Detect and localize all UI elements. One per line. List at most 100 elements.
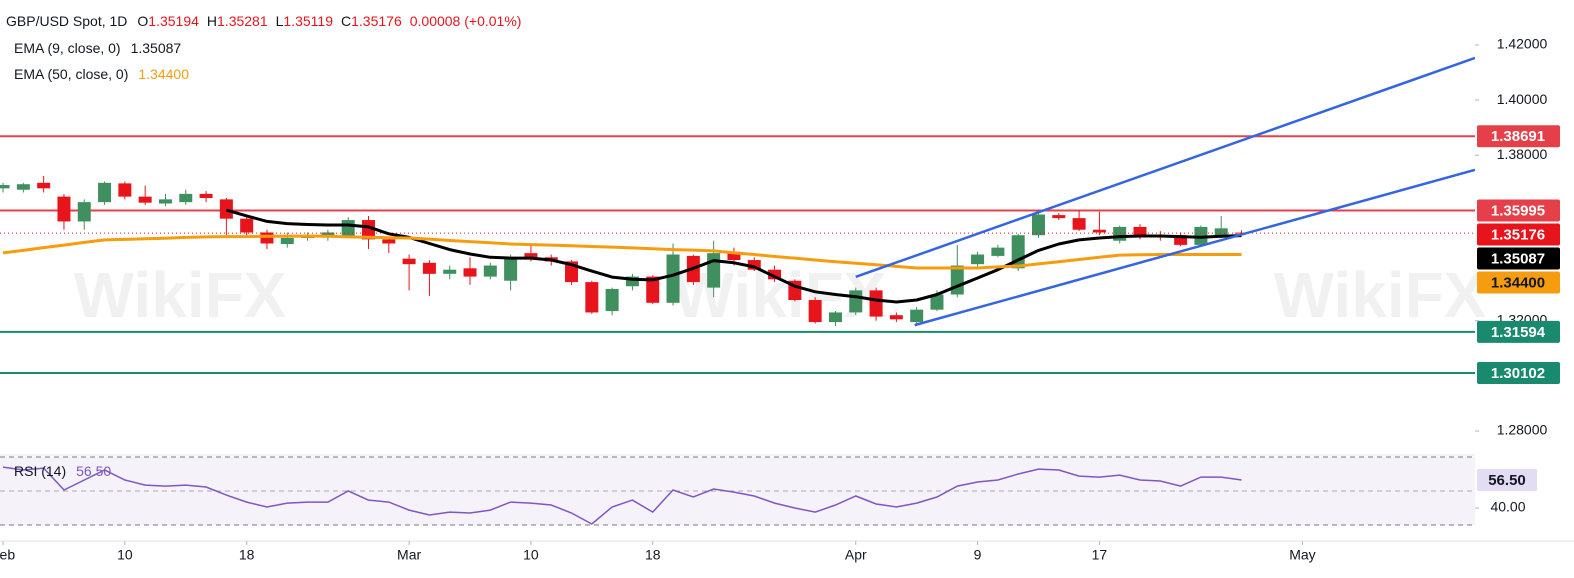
ohlc-key: O: [137, 13, 148, 29]
candle-body: [280, 237, 294, 245]
x-tick-label: Feb: [0, 547, 15, 563]
price-label-box: [1477, 362, 1560, 385]
candle-body: [1214, 228, 1228, 237]
rsi-value: 56.50: [76, 463, 111, 479]
candle-body: [646, 276, 660, 303]
candle-body: [98, 182, 112, 203]
ema-value: 1.34400: [138, 66, 189, 82]
y-tick-label: 1.38000: [1497, 146, 1548, 162]
rsi-label: 56.50: [1488, 472, 1526, 489]
candle-body: [1031, 214, 1045, 236]
legend: GBP/USD Spot, 1D O1.35194 H1.35281 L1.35119…: [6, 13, 521, 479]
candle-body: [1235, 232, 1249, 234]
candle-body: [240, 218, 254, 233]
y-tick-label: 1.40000: [1497, 91, 1548, 107]
x-tick-label: Mar: [397, 547, 421, 563]
candle-body: [828, 312, 842, 323]
ohlc-key: H: [207, 13, 217, 29]
rsi-name: RSI (14): [14, 463, 66, 479]
ema-legend: EMA (9, close, 0) 1.35087: [14, 40, 181, 56]
price-label-box: [1477, 271, 1560, 294]
price-label: 1.35176: [1491, 227, 1545, 244]
candle-body: [443, 269, 457, 274]
ohlc-value: 1.35119: [283, 13, 333, 29]
price-label-box: [1477, 199, 1560, 222]
candle-body: [950, 265, 964, 295]
x-tick-label: 18: [645, 547, 661, 563]
ema-value: 1.35087: [131, 40, 182, 56]
price-axis: 1.420001.400001.380001.320001.280001.386…: [1475, 36, 1560, 515]
candle-body: [219, 199, 233, 219]
candle-body: [849, 290, 863, 313]
candle-body: [747, 260, 761, 270]
price-label: 1.31594: [1491, 324, 1546, 341]
candle-body: [524, 253, 538, 259]
candle-body: [768, 269, 782, 280]
symbol: GBP/USD Spot, 1D: [6, 13, 127, 29]
candle-body: [808, 300, 822, 323]
candle-body: [37, 182, 51, 189]
header: GBP/USD Spot, 1D O1.35194 H1.35281 L1.35119…: [6, 13, 521, 29]
candle-body: [402, 258, 416, 265]
rsi-y-tick-label: 40.00: [1490, 499, 1525, 515]
change: 0.00008 (+0.01%): [410, 13, 522, 29]
candle-body: [57, 196, 71, 222]
price-label-box: [1477, 125, 1560, 148]
candle-body: [869, 290, 883, 317]
candle-body: [1133, 226, 1147, 237]
main-pane: [0, 56, 1475, 375]
x-tick-label: 10: [523, 547, 539, 563]
ema-line: [225, 208, 1242, 304]
price-label: 1.35087: [1491, 251, 1545, 268]
candle-body: [666, 254, 680, 303]
rsi-line: [2, 466, 1242, 525]
candle-body: [605, 288, 619, 312]
candle-body: [930, 294, 944, 310]
candle-body: [1113, 226, 1127, 241]
x-tick-label: 9: [974, 547, 982, 563]
x-tick-label: 18: [239, 547, 255, 563]
candle-body: [0, 185, 10, 189]
candle-body: [504, 257, 518, 281]
y-tick-label: 1.28000: [1497, 422, 1548, 438]
x-tick-label: 17: [1092, 547, 1108, 563]
candle-body: [1072, 218, 1086, 230]
y-tick-label: 1.42000: [1497, 36, 1548, 52]
price-label: 1.30102: [1491, 365, 1545, 382]
x-tick-label: May: [1289, 547, 1315, 563]
candle-body: [138, 196, 152, 203]
candle-body: [260, 232, 274, 244]
candle-body: [707, 253, 721, 288]
candle-body: [910, 309, 924, 323]
ohlc-key: C: [341, 13, 351, 29]
candle-body: [727, 251, 741, 261]
price-label-box: [1477, 320, 1560, 343]
candle-body: [361, 220, 375, 240]
candle-body: [483, 265, 497, 277]
candle-body: [422, 262, 436, 274]
x-tick-label: 10: [117, 547, 133, 563]
candle-body: [341, 220, 355, 237]
candle-body: [158, 199, 172, 204]
ohlc-value: 1.35281: [217, 13, 268, 29]
candle-body: [16, 184, 30, 190]
price-label: 1.34400: [1491, 275, 1545, 292]
candle-body: [382, 239, 396, 244]
ema-name: EMA (50, close, 0): [14, 66, 128, 82]
price-label: 1.38691: [1491, 128, 1545, 145]
trendline: [855, 56, 1475, 279]
ema-name: EMA (9, close, 0): [14, 40, 121, 56]
rsi-pane: [0, 456, 1475, 526]
trendline: [914, 168, 1475, 327]
price-label-box: [1477, 223, 1560, 246]
ohlc-key: L: [276, 13, 284, 29]
candle-body: [991, 247, 1005, 256]
x-tick-label: Apr: [845, 547, 867, 563]
candle-body: [463, 268, 477, 277]
time-axis: Feb 10 18 Mar 10 18 Apr 9 17 May: [0, 541, 1316, 563]
candle-body: [889, 315, 903, 320]
candle-body: [971, 254, 985, 265]
ohlc-value: 1.35194: [148, 13, 199, 29]
